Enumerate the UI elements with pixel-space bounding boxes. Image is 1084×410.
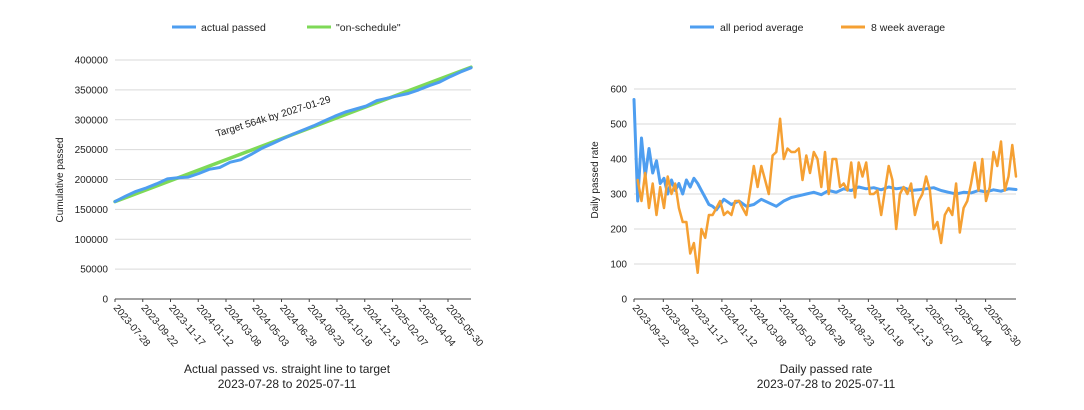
chart-title: Actual passed vs. straight line to targe… bbox=[184, 362, 391, 376]
y-tick-label: 150000 bbox=[75, 205, 109, 216]
y-tick-labels: 0 50000 100000 150000 200000 250000 300000 3500… bbox=[75, 56, 109, 306]
target-annotation: Target 564k by 2027-01-29 bbox=[215, 94, 333, 140]
series-line-all-period-average bbox=[632, 98, 1018, 212]
legend-label-all-period-average: all period average bbox=[720, 22, 804, 34]
x-tick-labels: 2023-09-222023-09-222023-11-172024-01-12… bbox=[630, 299, 1023, 349]
y-tick-label: 100 bbox=[610, 260, 627, 271]
y-tick-label: 300 bbox=[610, 190, 627, 201]
y-tick-label: 200000 bbox=[75, 175, 109, 186]
y-axis-label: Cumulative passed bbox=[55, 137, 66, 222]
y-tick-label: 50000 bbox=[80, 265, 108, 276]
chart-title: Daily passed rate bbox=[780, 362, 873, 376]
series-lines bbox=[632, 98, 1018, 275]
legend: all period average 8 week average bbox=[690, 22, 945, 34]
y-tick-label: 250000 bbox=[75, 145, 109, 156]
chart-subtitle: 2023-07-28 to 2025-07-11 bbox=[757, 377, 896, 391]
series-line-actual-passed bbox=[113, 66, 473, 204]
y-tick-label: 400 bbox=[610, 155, 627, 166]
y-tick-label: 600 bbox=[610, 85, 627, 96]
legend-label-actual-passed: actual passed bbox=[201, 22, 266, 34]
legend-label-8-week-average: 8 week average bbox=[871, 22, 945, 34]
y-tick-label: 0 bbox=[102, 295, 108, 306]
y-tick-label: 500 bbox=[610, 120, 627, 131]
daily-rate-chart: all period average 8 week average 0 100 20… bbox=[590, 22, 1023, 391]
y-tick-label: 100000 bbox=[75, 235, 109, 246]
chart-subtitle: 2023-07-28 to 2025-07-11 bbox=[218, 377, 357, 391]
y-tick-label: 200 bbox=[610, 225, 627, 236]
y-tick-label: 400000 bbox=[75, 56, 109, 67]
series-line-8-week-average bbox=[636, 117, 1018, 275]
y-tick-labels: 0 100 200 300 400 500 600 bbox=[610, 85, 627, 306]
y-tick-label: 0 bbox=[621, 295, 627, 306]
legend: actual passed "on-schedule" bbox=[172, 22, 401, 34]
series-lines bbox=[113, 65, 473, 204]
x-tick-labels: 2023-07-282023-09-222023-11-172024-01-12… bbox=[111, 299, 485, 349]
y-tick-label: 350000 bbox=[75, 85, 109, 96]
legend-label-on-schedule: "on-schedule" bbox=[336, 22, 401, 34]
cumulative-chart: actual passed "on-schedule" 0 50000 100000… bbox=[55, 22, 485, 391]
y-tick-label: 300000 bbox=[75, 115, 109, 126]
y-axis-label: Daily passed rate bbox=[590, 141, 601, 219]
